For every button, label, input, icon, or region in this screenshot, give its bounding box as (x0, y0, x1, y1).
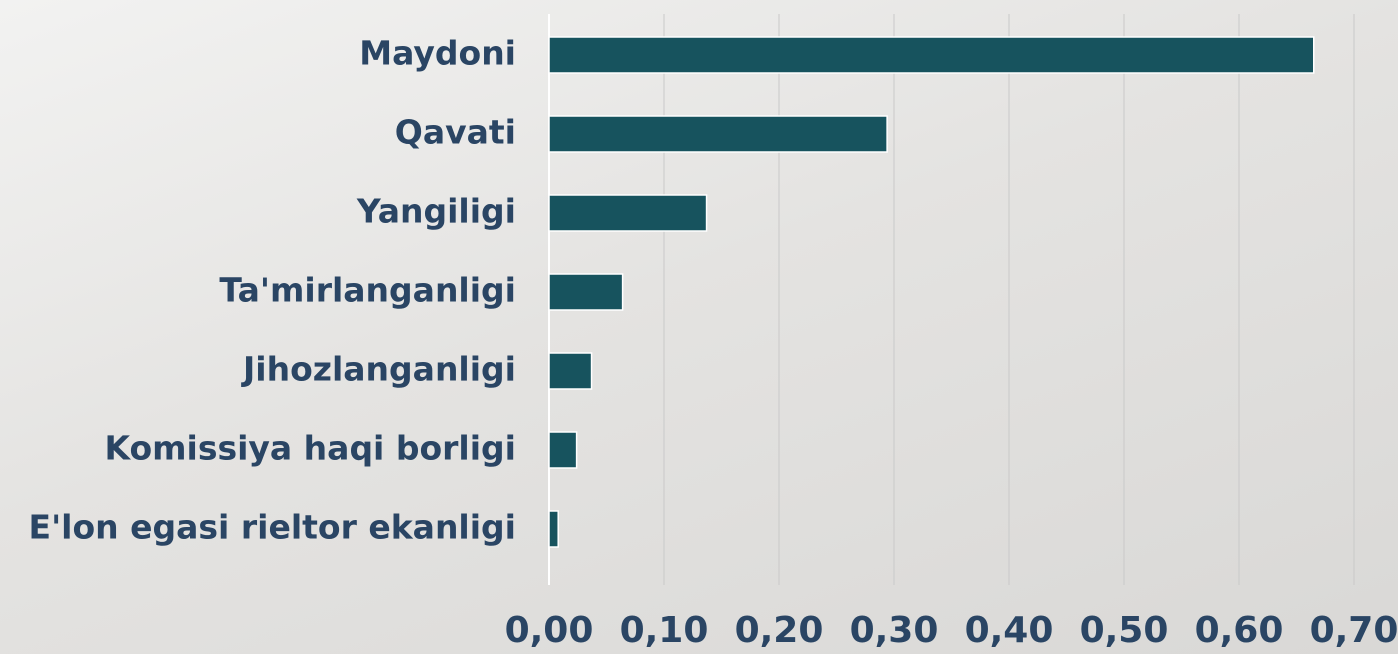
y-tick-label: Maydoni (359, 34, 516, 73)
x-tick-label: 0,30 (850, 610, 939, 651)
bar (549, 116, 887, 152)
x-tick-label: 0,70 (1310, 610, 1398, 651)
bar (549, 37, 1314, 73)
bar (549, 432, 577, 468)
y-tick-label: Jihozlanganligi (241, 350, 516, 389)
x-tick-label: 0,40 (965, 610, 1054, 651)
x-tick-label: 0,50 (1080, 610, 1169, 651)
y-tick-label: Komissiya haqi borligi (104, 429, 516, 468)
x-tick-label: 0,10 (620, 610, 709, 651)
bar (549, 353, 592, 389)
bar (549, 274, 623, 310)
chart: 0,00 0,10 0,20 0,30 0,40 0,50 0,60 0,70 Maydoni Q… (0, 0, 1398, 654)
y-tick-label: E'lon egasi rieltor ekanligi (29, 508, 516, 547)
bar (549, 511, 558, 547)
x-tick-label: 0,60 (1195, 610, 1284, 651)
y-tick-label: Yangiligi (356, 192, 516, 231)
bar (549, 195, 707, 231)
y-tick-label: Ta'mirlanganligi (219, 271, 516, 310)
y-tick-label: Qavati (395, 113, 516, 152)
page: 0,00 0,10 0,20 0,30 0,40 0,50 0,60 0,70 Maydoni Q… (0, 0, 1398, 654)
x-tick-label: 0,00 (505, 610, 594, 651)
x-tick-label: 0,20 (735, 610, 824, 651)
